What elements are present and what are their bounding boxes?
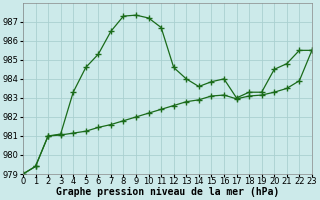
X-axis label: Graphe pression niveau de la mer (hPa): Graphe pression niveau de la mer (hPa) [56,187,279,197]
